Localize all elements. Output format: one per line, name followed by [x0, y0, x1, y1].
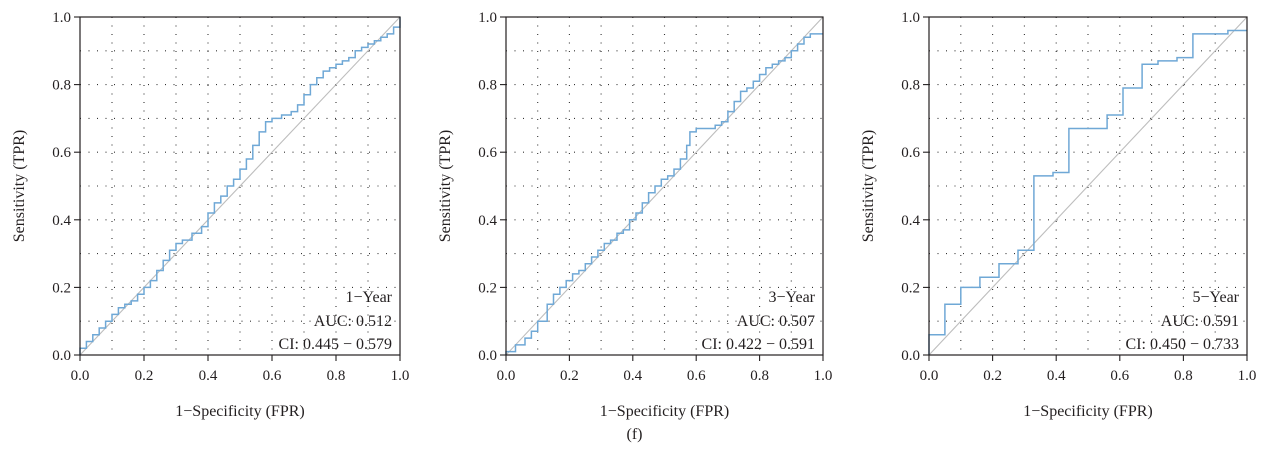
1-year-x-tick-label: 0.8	[327, 368, 346, 384]
3-year-y-tick-label: 0.8	[478, 78, 497, 94]
1-year-x-tick-label: 0.0	[71, 368, 90, 384]
figure-panel-label: (f)	[626, 426, 643, 443]
3-year-x-tick-label: 0.6	[687, 368, 706, 384]
roc-panel-1-year: 0.0 0.2 0.4 0.6 0.8 1.0 0.0 0.2 0.4 0.6 0.8 1.0 1−Sp…	[11, 10, 409, 420]
3-year-annotation-ci: CI: 0.422 − 0.591	[702, 336, 815, 353]
5-year-x-tick-label: 0.4	[1047, 368, 1066, 384]
1-year-y-tick-label: 0.6	[52, 145, 71, 161]
3-year-x-tick-label: 1.0	[814, 368, 833, 384]
3-year-y-tick-label: 0.2	[478, 280, 497, 296]
5-year-x-tick-label: 0.2	[983, 368, 1002, 384]
5-year-y-tick-label: 0.0	[901, 348, 920, 364]
3-year-plot-frame	[505, 16, 824, 356]
1-year-x-axis-label: 1−Specificity (FPR)	[175, 403, 304, 420]
5-year-y-tick-label: 0.4	[901, 213, 920, 229]
1-year-y-tick-label: 0.8	[52, 78, 71, 94]
1-year-x-tick-label: 1.0	[391, 368, 410, 384]
3-year-x-tick-label: 0.4	[623, 368, 642, 384]
5-year-plot-frame	[928, 16, 1248, 356]
5-year-y-tick-label: 0.6	[901, 145, 920, 161]
5-year-x-tick-label: 0.0	[920, 368, 939, 384]
3-year-y-axis-label: Sensitivity (TPR)	[437, 130, 454, 242]
1-year-x-tick-label: 0.4	[199, 368, 218, 384]
3-year-y-tick-label: 0.6	[478, 145, 497, 161]
1-year-x-tick-label: 0.6	[263, 368, 282, 384]
3-year-annotation-auc: AUC: 0.507	[737, 313, 815, 330]
5-year-annotation-ci: CI: 0.450 − 0.733	[1126, 336, 1239, 353]
3-year-diagonal-reference-line	[505, 16, 824, 356]
5-year-y-tick-label: 0.8	[901, 78, 920, 94]
1-year-y-tick-label: 0.0	[52, 348, 71, 364]
1-year-roc-curve	[79, 17, 401, 355]
5-year-annotation-auc: AUC: 0.591	[1161, 313, 1239, 330]
5-year-y-tick-label: 1.0	[901, 10, 920, 26]
5-year-y-axis-label: Sensitivity (TPR)	[860, 130, 877, 242]
roc-panel-5-year: 0.0 0.2 0.4 0.6 0.8 1.0 0.0 0.2 0.4 0.6 0.8 1.0 1−Sp…	[860, 10, 1256, 420]
5-year-x-tick-label: 0.6	[1110, 368, 1129, 384]
1-year-y-tick-label: 0.2	[52, 280, 71, 296]
3-year-x-tick-label: 0.8	[750, 368, 769, 384]
5-year-x-axis-label: 1−Specificity (FPR)	[1023, 403, 1152, 420]
1-year-annotation-period: 1−Year	[345, 289, 392, 306]
3-year-annotation-period: 3−Year	[768, 289, 815, 306]
3-year-x-tick-label: 0.2	[560, 368, 579, 384]
5-year-annotation-period: 5−Year	[1192, 289, 1239, 306]
1-year-y-tick-label: 1.0	[52, 10, 71, 26]
3-year-grid	[506, 17, 823, 355]
3-year-x-axis-label: 1−Specificity (FPR)	[600, 403, 729, 420]
1-year-plot-frame	[79, 16, 401, 356]
3-year-x-tick-label: 0.0	[497, 368, 516, 384]
1-year-x-tick-label: 0.2	[135, 368, 154, 384]
5-year-x-tick-label: 0.8	[1174, 368, 1193, 384]
3-year-y-tick-label: 1.0	[478, 10, 497, 26]
1-year-diagonal-reference-line	[79, 16, 401, 356]
1-year-annotation-ci: CI: 0.445 − 0.579	[279, 336, 392, 353]
1-year-y-axis-label: Sensitivity (TPR)	[11, 130, 28, 242]
3-year-y-tick-label: 0.4	[478, 213, 497, 229]
3-year-y-tick-label: 0.0	[478, 348, 497, 364]
1-year-y-tick-label: 0.4	[52, 213, 71, 229]
1-year-annotation-auc: AUC: 0.512	[314, 313, 392, 330]
roc-panel-3-year: 0.0 0.2 0.4 0.6 0.8 1.0 0.0 0.2 0.4 0.6 0.8 1.0 1−Sp…	[437, 10, 832, 420]
3-year-roc-curve	[505, 33, 823, 355]
5-year-diagonal-reference-line	[928, 16, 1248, 356]
5-year-x-tick-label: 1.0	[1238, 368, 1257, 384]
5-year-roc-curve	[928, 29, 1247, 355]
5-year-y-tick-label: 0.2	[901, 280, 920, 296]
